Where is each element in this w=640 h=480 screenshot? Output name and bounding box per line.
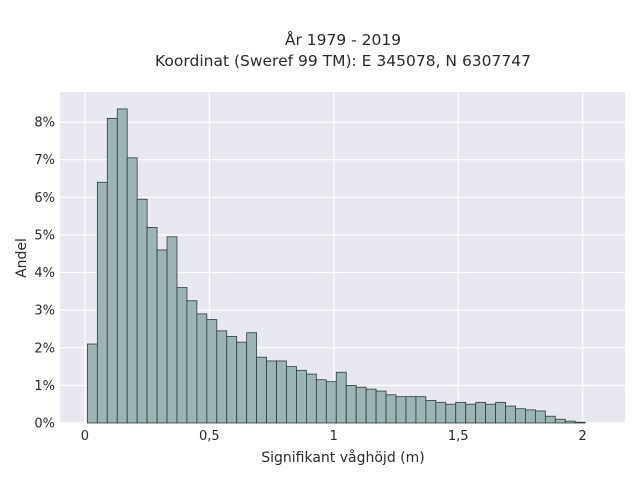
- y-tick-label: 1%: [34, 379, 55, 394]
- histogram-bar: [534, 410, 546, 424]
- histogram-bar: [335, 371, 347, 424]
- histogram-bar: [226, 336, 238, 424]
- histogram-bar: [156, 249, 168, 424]
- histogram-bar: [554, 418, 566, 424]
- histogram-bar: [465, 403, 477, 424]
- y-tick-label: 4%: [34, 266, 55, 281]
- histogram-bar: [445, 403, 457, 424]
- histogram-bar: [455, 401, 467, 424]
- histogram-bar: [515, 408, 526, 424]
- histogram-bar: [415, 396, 427, 424]
- x-tick-label: 1,5: [448, 429, 469, 444]
- histogram-bar: [206, 319, 218, 424]
- histogram-bar: [126, 157, 138, 424]
- y-tick-label: 3%: [34, 304, 55, 319]
- histogram-bar: [136, 198, 148, 424]
- histogram-bar: [435, 401, 447, 424]
- histogram-bar: [574, 421, 586, 424]
- histogram-bar: [544, 415, 556, 424]
- histogram-bar: [405, 396, 417, 424]
- histogram-bar: [485, 403, 496, 424]
- histogram-bar: [196, 313, 208, 424]
- histogram-bar: [315, 379, 327, 424]
- histogram-bar: [345, 384, 357, 424]
- x-axis-label: Signifikant våghöjd (m): [261, 449, 424, 466]
- histogram-bar: [256, 356, 267, 424]
- x-tick-label: 1: [330, 429, 338, 444]
- y-tick-label: 6%: [34, 191, 55, 206]
- histogram-bar: [146, 227, 158, 424]
- histogram-bar: [475, 401, 487, 424]
- y-tick-label: 7%: [34, 153, 55, 168]
- histogram-bar: [86, 343, 98, 424]
- histogram-bar: [375, 390, 387, 424]
- histogram-bar: [116, 108, 128, 424]
- histogram-bar: [286, 366, 297, 424]
- chart-subtitle: Koordinat (Sweref 99 TM): E 345078, N 63…: [155, 52, 531, 70]
- histogram-bar: [395, 396, 407, 424]
- y-tick-label: 0%: [34, 417, 55, 432]
- histogram-bar: [246, 332, 258, 424]
- x-axis-ticks: 0 0,5 1 1,5 2: [81, 429, 587, 444]
- histogram-bar: [176, 287, 188, 424]
- histogram-bar: [355, 386, 367, 424]
- y-axis-ticks: 0% 1% 2% 3% 4% 5% 6% 7% 8%: [34, 116, 55, 432]
- y-tick-label: 5%: [34, 228, 55, 243]
- y-axis-label: Andel: [14, 238, 30, 278]
- histogram-bar: [216, 330, 228, 424]
- histogram-bar: [166, 236, 178, 424]
- histogram-bar: [276, 360, 287, 424]
- histogram-bar: [236, 341, 248, 424]
- histogram-bar: [385, 394, 397, 424]
- histogram-bars: [86, 108, 586, 424]
- histogram-bar: [425, 400, 437, 424]
- x-tick-label: 0: [81, 429, 89, 444]
- histogram-bar: [525, 409, 536, 424]
- histogram-bar: [365, 388, 377, 424]
- histogram-bar: [564, 420, 576, 424]
- histogram-bar: [325, 381, 337, 424]
- histogram-bar: [266, 360, 277, 424]
- chart-title: År 1979 - 2019: [285, 30, 401, 49]
- histogram-bar: [296, 369, 307, 424]
- histogram-bar: [96, 181, 108, 424]
- histogram-bar: [106, 117, 118, 424]
- histogram-bar: [186, 300, 198, 424]
- x-tick-label: 0,5: [199, 429, 220, 444]
- histogram-bar: [505, 405, 516, 424]
- histogram-bar: [306, 373, 317, 424]
- x-tick-label: 2: [579, 429, 587, 444]
- histogram-bar: [495, 401, 506, 424]
- y-tick-label: 2%: [34, 341, 55, 356]
- y-tick-label: 8%: [34, 116, 55, 131]
